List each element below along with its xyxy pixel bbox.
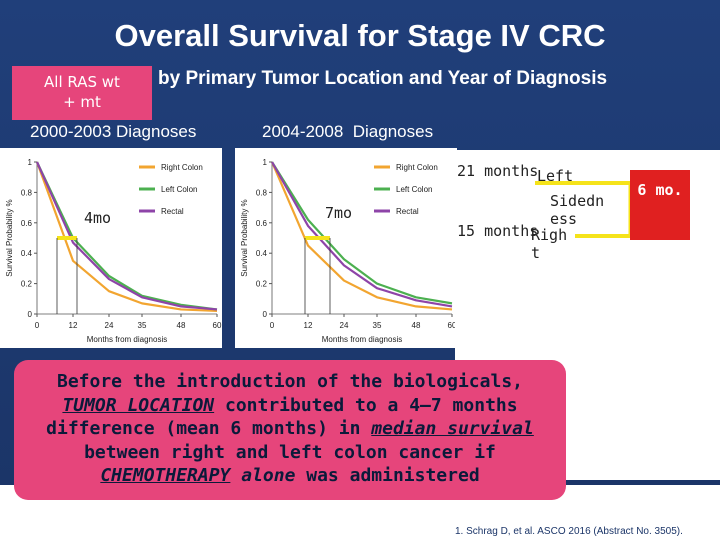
survival-curve [271,161,453,308]
callout-text: median survival [371,418,534,439]
callout-text: alone [241,465,296,486]
slide-title: Overall Survival for Stage IV CRC [114,18,606,53]
y-axis-label: Survival Probability % [240,199,249,276]
legend-label: Rectal [161,207,184,216]
legend-label: Left Colon [396,185,432,194]
callout-text: contributed to a 4–7 months difference (… [46,394,518,440]
callout-text: TUMOR LOCATION [62,394,215,416]
x-tick-label: 0 [35,321,40,330]
x-tick-label: 35 [138,321,147,330]
callout-text: Before the introduction of the biologica… [57,371,523,392]
x-tick-label: 0 [270,321,275,330]
y-tick-label: 0.8 [21,188,33,197]
survival-curve [35,161,218,311]
survival-curve [270,161,453,311]
y-tick-label: 0.2 [21,280,33,289]
y-tick-label: 0 [28,310,33,319]
side-text: Sidedness [550,192,605,228]
y-tick-label: 0.6 [21,219,33,228]
badge-line: All RAS wt [44,73,120,91]
callout-text: CHEMOTHERAPY [100,465,231,486]
survival-curve [271,161,453,305]
annotation: 4mo [84,209,111,227]
callout-text: between right and left colon cancer if [84,441,496,463]
slide-subtitle: by Primary Tumor Location and Year of Di… [158,68,608,89]
x-tick-label: 60 [213,321,222,330]
y-tick-label: 1 [263,158,268,167]
legend-label: Left Colon [161,185,197,194]
badge-line: + mt [63,93,101,111]
chart-panel [235,148,457,348]
y-tick-label: 0.8 [256,188,268,197]
y-tick-label: 1 [28,158,33,167]
annotation: 7mo [325,204,352,222]
y-tick-label: 0.4 [21,249,33,258]
callout-text [230,465,241,486]
badge: All RAS wt + mt [12,66,152,120]
x-tick-label: 12 [69,321,78,330]
side-text: 21 months [457,162,539,180]
x-tick-label: 60 [448,321,457,330]
panel-heading: 2000-2003 Diagnoses [30,122,197,141]
side-text: Right [531,226,568,262]
survival-curve [35,161,218,313]
x-tick-label: 24 [340,321,349,330]
side-text: 15 months [457,222,539,240]
y-axis-label: Survival Probability % [5,199,14,276]
x-tick-label: 48 [412,321,421,330]
x-tick-label: 12 [304,321,313,330]
side-text: Left [537,167,574,185]
x-axis-label: Months from diagnosis [87,335,167,344]
y-tick-label: 0.4 [256,249,268,258]
y-tick-label: 0.2 [256,280,268,289]
callout-text: was administered [295,465,480,486]
panel-heading: 2004-2008 Diagnoses [262,122,434,141]
legend-label: Right Colon [396,163,438,172]
legend-label: Right Colon [161,163,203,172]
chart-panel [0,148,222,348]
legend-label: Rectal [396,207,419,216]
x-tick-label: 24 [105,321,114,330]
y-tick-label: 0.6 [256,219,268,228]
difference-box: 6 mo. [630,170,690,240]
x-axis-label: Months from diagnosis [322,335,402,344]
y-tick-label: 0 [263,310,268,319]
survival-curve [36,161,218,311]
callout: Before the introduction of the biologica… [14,360,566,500]
x-tick-label: 35 [373,321,382,330]
x-tick-label: 48 [177,321,186,330]
footnote: 1. Schrag D, et al. ASCO 2016 (Abstract … [455,526,683,537]
